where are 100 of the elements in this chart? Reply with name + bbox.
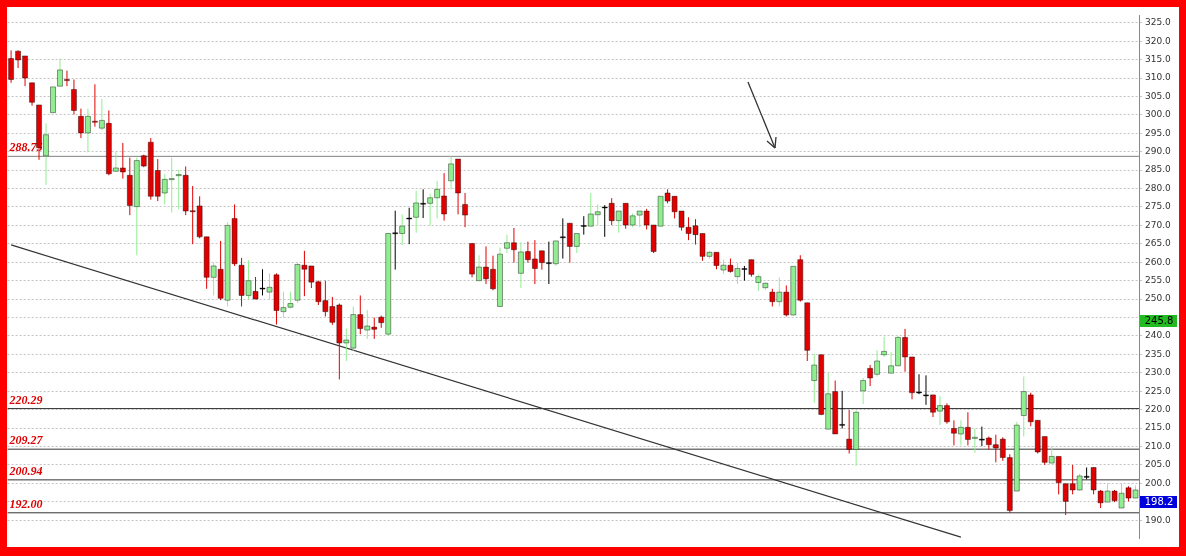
text: 245.8	[1144, 314, 1174, 326]
candlestick	[671, 195, 678, 219]
y-tick-label: 280.0	[1145, 182, 1172, 193]
candlestick	[811, 353, 818, 404]
candlestick	[545, 241, 552, 285]
candlestick	[874, 349, 881, 377]
candlestick	[580, 215, 587, 236]
candlestick	[643, 208, 650, 230]
ref-line-label: 209.27	[8, 433, 44, 448]
candlestick	[392, 210, 399, 271]
candlestick	[364, 309, 371, 340]
candlestick	[1020, 375, 1027, 438]
candlestick	[587, 192, 594, 227]
y-tick-label: 230.0	[1145, 367, 1172, 378]
candlestick	[734, 262, 741, 285]
candlestick	[371, 317, 378, 340]
candlestick	[161, 173, 168, 205]
y-tick-label: 255.0	[1145, 275, 1172, 286]
candlestick	[280, 291, 287, 319]
candlestick	[517, 241, 524, 289]
candlestick	[783, 284, 790, 317]
candlestick	[448, 156, 455, 190]
candlestick	[699, 233, 706, 262]
y-tick-label: 205.0	[1145, 459, 1172, 470]
text: 198.2	[1144, 495, 1174, 507]
y-tick-label: 320.0	[1145, 35, 1172, 46]
ref-line-label: 220.29	[8, 392, 43, 407]
candlestick	[70, 79, 77, 116]
y-tick-label: 310.0	[1145, 72, 1172, 83]
candlestick	[1118, 483, 1125, 509]
y-tick-label: 295.0	[1145, 127, 1172, 138]
candlestick	[420, 188, 427, 219]
candlestick	[399, 213, 406, 246]
ref-line-label: 200.94	[8, 463, 43, 478]
candlestick	[22, 55, 29, 87]
y-tick-label: 250.0	[1145, 293, 1172, 304]
candlestick	[434, 180, 441, 219]
candlestick	[329, 296, 336, 326]
y-tick-label: 265.0	[1145, 238, 1172, 249]
y-tick-label: 215.0	[1145, 422, 1172, 433]
y-tick-label: 270.0	[1145, 219, 1172, 230]
y-tick-label: 235.0	[1145, 348, 1172, 359]
candlestick	[406, 207, 413, 245]
candlestick	[524, 241, 531, 264]
candlestick	[922, 374, 929, 406]
y-tick-label: 210.0	[1145, 440, 1172, 451]
candlestick	[902, 328, 909, 373]
candlestick	[776, 276, 783, 307]
candlestick	[601, 204, 608, 238]
y-tick-label: 260.0	[1145, 256, 1172, 267]
candlestick	[315, 280, 322, 306]
candlestick	[301, 250, 308, 297]
candlestick	[357, 294, 364, 335]
candlestick	[462, 192, 469, 228]
candlestick	[957, 419, 964, 446]
candlestick	[594, 203, 601, 226]
candlestick	[608, 197, 615, 226]
candlestick	[741, 265, 748, 282]
y-tick-label: 315.0	[1145, 53, 1172, 64]
candlestick	[999, 436, 1006, 462]
candlestick	[846, 409, 853, 454]
y-tick-label: 220.0	[1145, 403, 1172, 414]
candlestick	[119, 142, 126, 180]
candlestick	[622, 202, 629, 230]
y-tick-label: 190.0	[1145, 514, 1172, 525]
candlestick	[1083, 466, 1090, 480]
y-tick-label: 325.0	[1145, 17, 1172, 28]
candlestick	[441, 172, 448, 222]
candlestick	[43, 122, 50, 186]
candlestick	[615, 210, 622, 234]
candlestick	[915, 373, 923, 395]
y-tick-label: 200.0	[1145, 477, 1172, 488]
y-tick-label: 225.0	[1145, 385, 1172, 396]
candlestick	[476, 254, 483, 282]
candlestick	[566, 222, 573, 264]
candlestick	[1090, 466, 1097, 495]
candlestick	[860, 377, 867, 405]
candlestick	[950, 419, 957, 446]
y-tick-label: 275.0	[1145, 201, 1172, 212]
y-tick-label: 290.0	[1145, 146, 1172, 157]
candlestick	[322, 280, 329, 317]
candlestick	[84, 108, 91, 153]
candlestick	[685, 216, 692, 241]
candlestick	[1069, 464, 1076, 495]
y-tick-label: 305.0	[1145, 90, 1172, 101]
candlestick	[245, 259, 252, 300]
candlestick	[559, 217, 566, 260]
candlestick	[77, 108, 84, 139]
candlestick	[531, 239, 538, 285]
candlestick	[867, 364, 874, 387]
candlestick	[510, 227, 517, 264]
candlestick	[1062, 483, 1069, 516]
candlestick	[964, 411, 971, 446]
candlestick	[266, 272, 273, 300]
candlestick	[678, 210, 685, 232]
y-tick-label: 285.0	[1145, 164, 1172, 175]
candlestick	[15, 49, 22, 69]
candlestick	[1097, 489, 1104, 509]
ref-line-label: 192.00	[9, 496, 43, 511]
candlestick	[881, 336, 888, 358]
